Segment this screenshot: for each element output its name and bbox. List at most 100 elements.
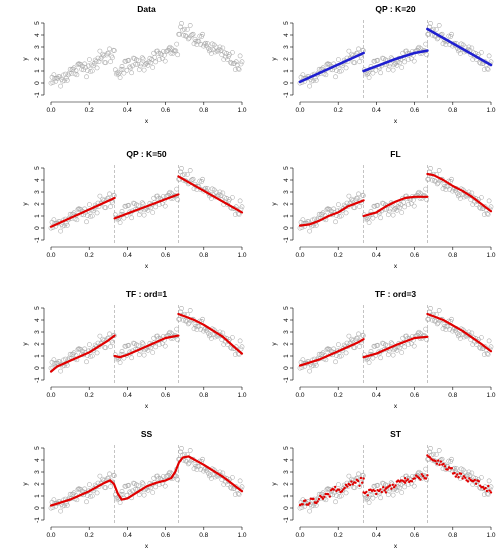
observation-point <box>300 217 306 223</box>
observation-point <box>135 343 141 349</box>
observation-point <box>166 45 172 51</box>
fit-dot <box>332 488 335 491</box>
y-tick-label: 5 <box>34 166 41 170</box>
observation-point <box>385 492 391 498</box>
observation-point <box>350 338 356 343</box>
observation-point <box>423 326 429 332</box>
panel-8: ST 0.0 0.2 0.4 0.6 0.8 1.0 x -1 0 1 2 3 4 5 y <box>271 429 496 550</box>
observation-point <box>141 212 147 218</box>
observation-point <box>486 478 492 484</box>
observation-point <box>200 456 205 462</box>
observation-point <box>449 456 454 462</box>
observation-point <box>485 492 491 497</box>
observation-point <box>469 330 475 336</box>
x-tick-label: 0.2 <box>85 532 94 539</box>
observation-point <box>365 70 371 76</box>
observation-point <box>100 51 106 57</box>
observation-point <box>433 27 439 32</box>
y-tick-label: 5 <box>34 446 41 450</box>
panel-title: TF : ord=1 <box>126 289 168 299</box>
observation-point <box>357 344 362 350</box>
y-tick-label: 5 <box>283 306 290 310</box>
x-tick-label: 1.0 <box>237 107 246 114</box>
observation-point <box>309 363 314 369</box>
observation-point <box>371 483 377 489</box>
observation-point <box>357 204 362 210</box>
panel-2: QP : K=20 0.0 0.2 0.4 0.6 0.8 1.0 x -1 0 1 2 3 4 5 y <box>271 4 496 125</box>
observation-point <box>87 202 92 207</box>
observation-point <box>116 70 122 76</box>
observation-point <box>370 215 376 221</box>
observation-point <box>94 210 100 216</box>
observation-point <box>313 222 319 228</box>
observations <box>48 306 245 374</box>
y-tick-label: 0 <box>283 81 290 85</box>
fit-dot <box>468 477 471 480</box>
y-axis-label: y <box>271 342 278 346</box>
observation-point <box>108 59 113 65</box>
observation-point <box>370 355 376 361</box>
observation-point <box>139 480 145 486</box>
observation-point <box>469 190 475 196</box>
y-tick-label: 4 <box>283 178 290 182</box>
fit-dot <box>435 462 439 465</box>
observation-point <box>155 333 160 339</box>
observation-point <box>479 195 484 200</box>
observation-point <box>484 211 490 217</box>
observation-point <box>454 466 459 471</box>
observation-point <box>230 195 235 200</box>
panel-6: TF : ord=3 0.0 0.2 0.4 0.6 0.8 1.0 x -1 0 1 2 3 4 5 y <box>271 289 496 410</box>
observation-point <box>113 496 119 502</box>
observation-point <box>111 333 117 338</box>
observation-point <box>58 83 63 89</box>
observation-point <box>346 333 352 339</box>
fit-dot <box>343 486 346 490</box>
observation-point <box>380 55 385 61</box>
observation-point <box>350 198 356 203</box>
observation-point <box>205 41 210 46</box>
observation-point <box>400 50 406 56</box>
observation-point <box>385 352 391 358</box>
observation-point <box>235 491 241 497</box>
fit-dot <box>304 499 307 502</box>
observation-point <box>415 330 421 336</box>
observation-point <box>48 80 54 86</box>
observation-point <box>97 473 103 479</box>
observation-point <box>386 63 392 69</box>
observation-point <box>352 205 358 211</box>
observation-point <box>343 65 349 71</box>
x-tick-label: 0.4 <box>372 107 381 114</box>
x-tick-label: 0.6 <box>410 252 419 259</box>
observation-point <box>155 48 160 54</box>
observation-point <box>60 223 65 229</box>
observation-point <box>239 59 245 65</box>
observation-point <box>401 199 407 205</box>
observation-point <box>338 493 344 499</box>
observation-point <box>309 78 314 84</box>
observation-point <box>126 202 132 208</box>
observation-point <box>87 342 92 347</box>
panel-1: Data 0.0 0.2 0.4 0.6 0.8 1.0 x -1 0 1 2 3 4 5 y <box>22 4 247 125</box>
observation-point <box>160 474 166 479</box>
observation-point <box>390 212 396 218</box>
observation-point <box>442 183 448 189</box>
fit-dot <box>373 489 376 493</box>
fit-segment <box>177 175 244 214</box>
observation-point <box>481 67 487 72</box>
observation-point <box>399 210 405 215</box>
observation-point <box>215 48 221 54</box>
observation-point <box>323 497 329 503</box>
observation-point <box>356 471 361 477</box>
x-tick-label: 1.0 <box>486 532 495 539</box>
observation-point <box>439 456 445 462</box>
observation-point <box>185 36 191 42</box>
observation-point <box>402 484 407 490</box>
observation-point <box>375 342 381 348</box>
observation-point <box>117 360 123 365</box>
observation-point <box>336 202 341 207</box>
x-tick-label: 0.6 <box>161 252 170 259</box>
x-tick-label: 0.0 <box>295 252 304 259</box>
observation-point <box>52 361 58 366</box>
y-tick-label: 4 <box>34 318 41 322</box>
